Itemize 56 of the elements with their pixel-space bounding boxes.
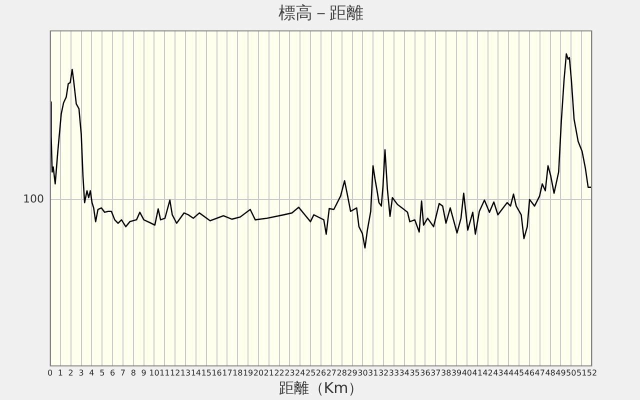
x-tick-label: 36 [420, 368, 430, 378]
x-tick-label: 24 [295, 368, 306, 378]
x-tick-label: 0 [47, 368, 53, 378]
x-tick-label: 29 [347, 368, 358, 378]
x-tick-label: 39 [451, 368, 462, 378]
x-tick-label: 46 [524, 368, 535, 378]
x-tick-label: 18 [232, 368, 243, 378]
text: 100 [23, 192, 44, 206]
x-tick-label: 41 [472, 368, 482, 378]
x-tick-label: 4 [89, 368, 94, 378]
x-tick-label: 31 [368, 368, 378, 378]
x-axis-title: 距離（Km） [278, 378, 364, 397]
x-tick-label: 49 [556, 368, 566, 378]
x-tick-label: 44 [504, 368, 514, 378]
x-tick-label: 12 [170, 368, 180, 378]
x-tick-label: 8 [130, 368, 136, 378]
x-tick-label: 14 [190, 368, 202, 378]
chart-title: 標高－距離 [278, 4, 364, 24]
x-tick-label: 34 [399, 368, 410, 378]
x-tick-label: 16 [212, 368, 222, 378]
x-tick-label: 35 [410, 368, 420, 378]
x-tick-label: 3 [78, 368, 84, 378]
x-tick-label: 2 [68, 368, 74, 378]
x-tick-label: 5 [100, 368, 105, 378]
x-tick-label: 42 [482, 368, 493, 378]
x-tick-label: 33 [388, 368, 400, 378]
x-tick-label: 52 [586, 368, 598, 378]
x-tick-label: 37 [430, 368, 441, 378]
x-tick-label: 7 [120, 368, 126, 378]
x-tick-label: 9 [141, 368, 146, 378]
x-tick-label: 51 [576, 368, 587, 378]
x-tick-label: 40 [462, 368, 472, 378]
x-tick-label: 48 [545, 368, 556, 378]
x-tick-label: 17 [222, 368, 232, 378]
x-tick-label: 45 [514, 368, 524, 378]
x-tick-label: 30 [358, 368, 368, 378]
x-tick-label: 21 [264, 368, 274, 378]
x-tick-label: 38 [440, 368, 452, 378]
x-tick-label: 19 [242, 368, 254, 378]
x-tick-label: 22 [274, 368, 284, 378]
x-tick-label: 15 [201, 368, 212, 378]
x-tick-label: 27 [326, 368, 337, 378]
x-tick-label: 47 [534, 368, 545, 378]
x-tick-label: 25 [305, 368, 316, 378]
x-tick-label: 6 [110, 368, 116, 378]
x-tick-label: 11 [160, 368, 170, 378]
x-tick-label: 1 [58, 368, 63, 378]
x-tick-label: 13 [180, 368, 191, 378]
x-tick-label: 28 [336, 368, 347, 378]
x-tick-label: 43 [493, 368, 504, 378]
x-tick-label: 10 [149, 368, 160, 378]
x-tick-label: 50 [566, 368, 576, 378]
x-tick-label: 23 [284, 368, 295, 378]
x-tick-label: 26 [316, 368, 326, 378]
x-tick-label: 20 [253, 368, 264, 378]
x-tick-label: 32 [378, 368, 389, 378]
